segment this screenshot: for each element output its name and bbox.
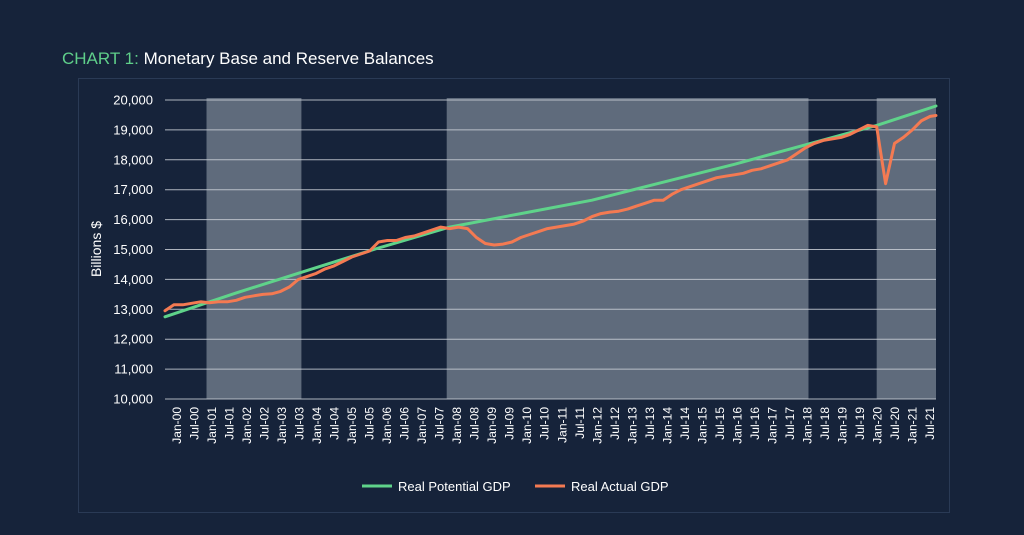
y-tick-label: 19,000 (113, 122, 153, 137)
x-tick-label: Jul-08 (468, 407, 482, 440)
series-line-2 (163, 114, 938, 313)
legend-label-2: Real Actual GDP (571, 479, 669, 494)
x-tick-label: Jul-05 (363, 407, 377, 440)
x-tick-label: Jan-19 (835, 407, 849, 444)
x-tick-label: Jul-09 (503, 407, 517, 440)
chart-title-text: Monetary Base and Reserve Balances (143, 49, 434, 68)
shaded-period-3 (876, 98, 936, 399)
shaded-period-1 (206, 98, 302, 399)
y-tick-label: 16,000 (113, 212, 153, 227)
x-tick-label: Jan-05 (345, 407, 359, 444)
x-tick-label: Jul-17 (783, 407, 797, 440)
x-tick-label: Jan-14 (660, 407, 674, 444)
x-tick-label: Jul-19 (853, 407, 867, 440)
series-lines (163, 104, 938, 319)
x-tick-label: Jul-13 (643, 407, 657, 440)
x-tick-label: Jan-17 (765, 407, 779, 444)
shaded-periods (206, 98, 936, 399)
x-tick-labels: Jan-00 Jul-00 Jan-01 Jul-01 Jan-02 Jul-02 Jan-… (170, 407, 937, 444)
x-tick-label: Jul-12 (608, 407, 622, 440)
x-tick-label: Jan-20 (870, 407, 884, 444)
x-tick-label: Jan-07 (415, 407, 429, 444)
x-tick-label: Jan-12 (590, 407, 604, 444)
x-tick-label: Jul-18 (818, 407, 832, 440)
x-tick-label: Jan-01 (205, 407, 219, 444)
x-tick-label: Jul-10 (538, 407, 552, 440)
x-tick-label: Jan-11 (555, 407, 569, 443)
gridlines (165, 99, 936, 400)
y-tick-label: 20,000 (113, 93, 153, 108)
chart-title: CHART 1: Monetary Base and Reserve Balan… (62, 49, 434, 69)
x-tick-label: Jan-00 (170, 407, 184, 444)
x-tick-label: Jul-11 (573, 407, 587, 439)
y-tick-label: 13,000 (113, 302, 153, 317)
x-tick-label: Jul-07 (433, 407, 447, 440)
x-tick-label: Jul-03 (293, 407, 307, 440)
x-tick-label: Jul-14 (678, 407, 692, 440)
y-tick-label: 11,000 (114, 362, 153, 377)
shaded-period-2 (446, 98, 809, 399)
chart-frame (78, 78, 950, 513)
x-tick-label: Jan-16 (730, 407, 744, 444)
x-tick-label: Jan-21 (905, 407, 919, 444)
legend: Real Potential GDP Real Actual GDP (362, 479, 669, 494)
y-tick-labels: 10,000 11,000 12,000 13,000 14,000 15,000 16,0… (113, 93, 153, 407)
x-tick-label: Jul-04 (328, 407, 342, 440)
x-tick-label: Jul-20 (888, 407, 902, 440)
x-tick-label: Jan-13 (625, 407, 639, 444)
x-tick-label: Jan-15 (695, 407, 709, 444)
y-tick-label: 17,000 (113, 182, 153, 197)
x-tick-label: Jan-04 (310, 407, 324, 444)
x-tick-label: Jul-16 (748, 407, 762, 440)
x-tick-label: Jul-15 (713, 407, 727, 440)
x-tick-label: Jan-06 (380, 407, 394, 444)
x-tick-label: Jan-02 (240, 407, 254, 444)
x-tick-label: Jan-10 (520, 407, 534, 444)
y-tick-label: 18,000 (113, 152, 153, 167)
x-tick-label: Jan-08 (450, 407, 464, 444)
legend-label-1: Real Potential GDP (398, 479, 511, 494)
x-tick-label: Jul-21 (923, 407, 937, 440)
y-axis-label: Billions $ (88, 221, 104, 277)
y-tick-label: 10,000 (113, 392, 153, 407)
x-tick-label: Jul-00 (188, 407, 202, 440)
y-tick-label: 15,000 (113, 242, 153, 257)
y-tick-label: 12,000 (113, 332, 153, 347)
x-tick-label: Jan-03 (275, 407, 289, 444)
x-tick-label: Jul-01 (223, 407, 237, 440)
x-tick-label: Jul-06 (398, 407, 412, 440)
x-tick-label: Jul-02 (258, 407, 272, 440)
x-tick-label: Jan-09 (485, 407, 499, 444)
y-tick-label: 14,000 (113, 272, 153, 287)
x-tick-label: Jan-18 (800, 407, 814, 444)
chart-title-prefix: CHART 1: (62, 49, 139, 68)
